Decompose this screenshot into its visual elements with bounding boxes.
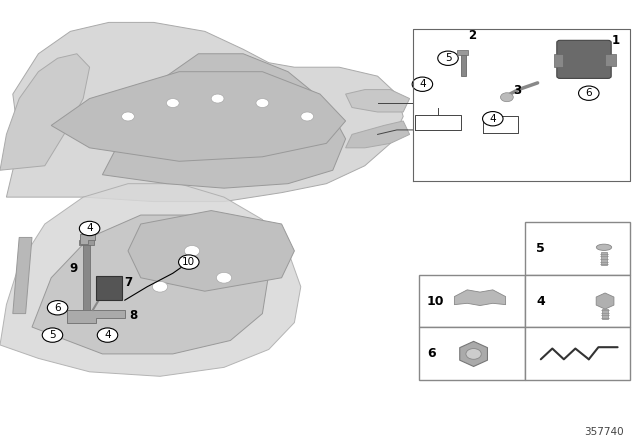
Text: 10: 10 — [182, 257, 195, 267]
Text: 4: 4 — [104, 330, 111, 340]
Text: 5: 5 — [536, 241, 545, 255]
FancyBboxPatch shape — [557, 40, 611, 78]
Polygon shape — [51, 72, 346, 161]
Circle shape — [166, 99, 179, 108]
Circle shape — [122, 112, 134, 121]
Text: 9: 9 — [70, 262, 77, 276]
Circle shape — [579, 86, 599, 100]
Bar — [96, 276, 122, 300]
Text: 5: 5 — [49, 330, 56, 340]
Text: 1: 1 — [612, 34, 620, 47]
Circle shape — [483, 112, 503, 126]
Polygon shape — [128, 211, 294, 291]
Text: 6: 6 — [586, 88, 592, 98]
Text: 5: 5 — [445, 53, 451, 63]
Polygon shape — [13, 237, 32, 314]
Text: 2: 2 — [468, 29, 476, 43]
Bar — [605, 54, 616, 66]
Polygon shape — [102, 54, 346, 188]
Bar — [461, 54, 466, 76]
Circle shape — [42, 328, 63, 342]
Ellipse shape — [596, 244, 612, 250]
Bar — [525, 327, 630, 380]
Bar — [83, 240, 90, 316]
Text: 4: 4 — [490, 114, 496, 124]
Text: 7: 7 — [124, 276, 132, 289]
Circle shape — [466, 349, 481, 359]
Circle shape — [152, 281, 168, 292]
Text: 357740: 357740 — [584, 427, 624, 437]
Circle shape — [412, 77, 433, 91]
Polygon shape — [32, 215, 269, 354]
Bar — [602, 309, 607, 319]
Circle shape — [211, 94, 224, 103]
Text: 4: 4 — [86, 224, 93, 233]
Bar — [554, 54, 563, 67]
Text: 10: 10 — [427, 294, 444, 308]
Polygon shape — [460, 341, 488, 366]
Circle shape — [97, 328, 118, 342]
Text: 4: 4 — [419, 79, 426, 89]
Bar — [457, 50, 468, 55]
Text: 8: 8 — [129, 309, 137, 323]
Polygon shape — [346, 121, 410, 148]
Polygon shape — [67, 310, 125, 323]
Polygon shape — [6, 22, 403, 202]
Polygon shape — [80, 234, 95, 244]
Polygon shape — [0, 54, 90, 170]
Text: 3: 3 — [513, 84, 521, 98]
Polygon shape — [596, 293, 614, 309]
Polygon shape — [0, 184, 301, 376]
Circle shape — [184, 246, 200, 256]
Polygon shape — [346, 90, 410, 112]
Circle shape — [47, 301, 68, 315]
Circle shape — [179, 255, 199, 269]
Bar — [525, 222, 630, 275]
Bar — [419, 275, 525, 327]
Polygon shape — [454, 290, 506, 306]
Text: 6: 6 — [54, 303, 61, 313]
Circle shape — [301, 112, 314, 121]
Text: 4: 4 — [536, 294, 545, 308]
Bar — [602, 252, 607, 265]
Bar — [419, 327, 525, 380]
Circle shape — [438, 51, 458, 65]
Circle shape — [500, 93, 513, 102]
Bar — [525, 275, 630, 327]
Text: 6: 6 — [427, 347, 435, 361]
Circle shape — [79, 221, 100, 236]
Circle shape — [216, 272, 232, 283]
Circle shape — [256, 99, 269, 108]
Bar — [79, 240, 94, 245]
